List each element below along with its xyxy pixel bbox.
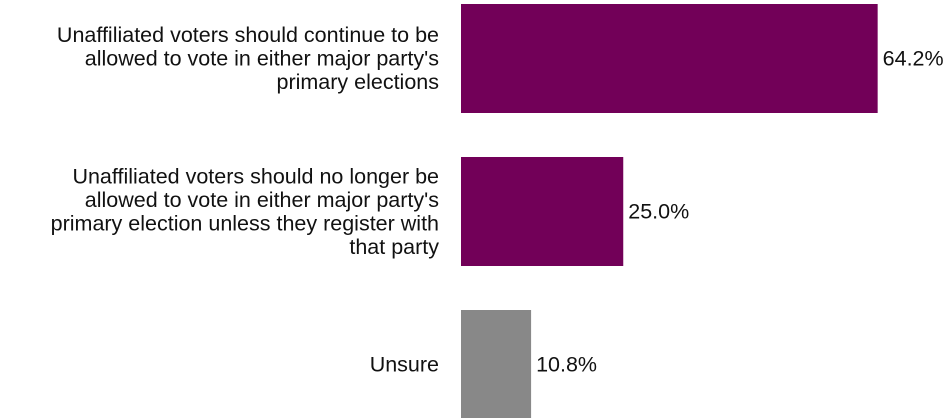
category-label-2: Unaffiliated voters should no longer be a… — [51, 164, 440, 259]
category-label-2-line-3: primary election unless they register wi… — [51, 211, 439, 235]
category-label-2-line-2: allowed to vote in either major party's — [85, 188, 439, 212]
category-label-1: Unaffiliated voters should continue to b… — [57, 23, 439, 94]
category-label-2-line-4: that party — [349, 235, 439, 259]
category-label-3: Unsure — [370, 353, 439, 377]
value-label-2: 25.0% — [628, 200, 689, 224]
bar-3 — [461, 310, 532, 418]
bar-2 — [461, 157, 624, 266]
category-label-1-line-3: primary elections — [277, 70, 440, 94]
category-label-3-line-1: Unsure — [370, 353, 439, 377]
category-label-2-line-1: Unaffiliated voters should no longer be — [72, 164, 439, 188]
value-label-1: 64.2% — [883, 47, 944, 71]
category-label-1-line-1: Unaffiliated voters should continue to b… — [57, 23, 439, 47]
value-label-3: 10.8% — [536, 353, 597, 377]
bar-1 — [461, 4, 878, 113]
category-label-1-line-2: allowed to vote in either major party's — [85, 47, 439, 71]
